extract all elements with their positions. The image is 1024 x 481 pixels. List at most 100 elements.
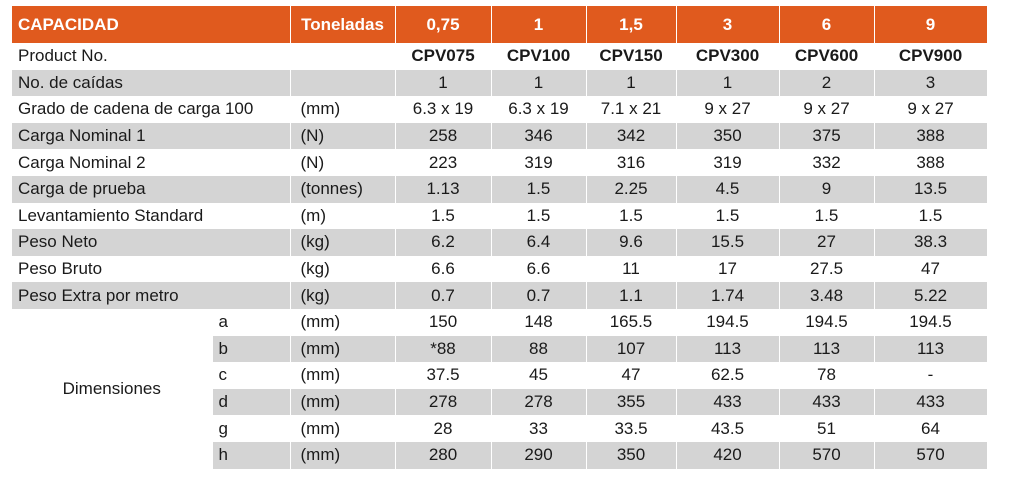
cell-value: 7.1 x 21 bbox=[586, 96, 677, 123]
row-unit: (m) bbox=[290, 202, 396, 230]
table-row: Peso Extra por metro (kg) 0.7 0.7 1.1 1.74 3.4… bbox=[12, 282, 988, 309]
cell-value: 3 bbox=[874, 69, 988, 97]
dimension-key: b bbox=[212, 335, 291, 363]
cell-value: 113 bbox=[874, 335, 988, 363]
capacity-column-header: 9 bbox=[874, 6, 988, 43]
cell-value: 194.5 bbox=[779, 308, 875, 336]
table-row: No. de caídas 1 1 1 1 2 3 bbox=[12, 69, 988, 97]
dimension-row: c (mm) 37.5 45 47 62.5 78- bbox=[12, 362, 988, 389]
cell-value: 47 bbox=[874, 255, 988, 283]
dimension-key: a bbox=[212, 308, 291, 336]
cell-value: 319 bbox=[491, 149, 587, 176]
row-unit bbox=[290, 69, 396, 97]
cell-value: 1 bbox=[395, 69, 492, 97]
cell-value: 316 bbox=[586, 149, 677, 176]
cell-value: 47 bbox=[586, 362, 677, 389]
row-label: Product No. bbox=[12, 43, 291, 70]
cell-value: 1.1 bbox=[586, 282, 677, 309]
cell-value: 38.3 bbox=[874, 229, 988, 256]
row-label: Peso Bruto bbox=[12, 255, 291, 283]
cell-value: CPV900 bbox=[874, 43, 988, 70]
row-unit: (mm) bbox=[290, 362, 396, 389]
cell-value: 27 bbox=[779, 229, 875, 256]
capacity-column-header: 1,5 bbox=[586, 6, 677, 43]
cell-value: 6.2 bbox=[395, 229, 492, 256]
cell-value: 9 x 27 bbox=[779, 96, 875, 123]
cell-value: 1.5 bbox=[676, 202, 780, 230]
row-unit: (mm) bbox=[290, 441, 396, 469]
row-label: Carga de prueba bbox=[12, 175, 291, 203]
cell-value: 375 bbox=[779, 122, 875, 150]
cell-value: 1.5 bbox=[491, 175, 587, 203]
cell-value: 64 bbox=[874, 415, 988, 442]
capacity-header: CAPACIDAD bbox=[12, 6, 291, 43]
dimension-row: b (mm) *88 88 107 113 113 113 bbox=[12, 335, 988, 363]
cell-value: 113 bbox=[779, 335, 875, 363]
cell-value: CPV600 bbox=[779, 43, 875, 70]
cell-value: 150 bbox=[395, 308, 492, 336]
cell-value: 33.5 bbox=[586, 415, 677, 442]
table-row: Carga de prueba (tonnes) 1.13 1.5 2.25 4.5 9 13… bbox=[12, 175, 988, 203]
row-unit bbox=[290, 43, 396, 70]
cell-value: 1.13 bbox=[395, 175, 492, 203]
cell-value: 194.5 bbox=[676, 308, 780, 336]
capacity-column-header: 0,75 bbox=[395, 6, 492, 43]
cell-value: 5.22 bbox=[874, 282, 988, 309]
cell-value: 13.5 bbox=[874, 175, 988, 203]
cell-value: 1.5 bbox=[779, 202, 875, 230]
cell-value: 45 bbox=[491, 362, 587, 389]
cell-value: 570 bbox=[779, 441, 875, 469]
cell-value: 43.5 bbox=[676, 415, 780, 442]
cell-value: 319 bbox=[676, 149, 780, 176]
dimension-row: g (mm) 28 33 33.5 43.5 51 64 bbox=[12, 415, 988, 442]
cell-value: 9.6 bbox=[586, 229, 677, 256]
cell-value: 1.5 bbox=[491, 202, 587, 230]
cell-value: 9 x 27 bbox=[874, 96, 988, 123]
cell-value: 9 bbox=[779, 175, 875, 203]
cell-value: 290 bbox=[491, 441, 587, 469]
row-label: Carga Nominal 2 bbox=[12, 149, 291, 176]
cell-value: 33 bbox=[491, 415, 587, 442]
cell-value: 346 bbox=[491, 122, 587, 150]
cell-value: - bbox=[874, 362, 988, 389]
tonnage-header: Toneladas bbox=[290, 6, 396, 43]
row-unit: (mm) bbox=[290, 335, 396, 363]
row-label: Carga Nominal 1 bbox=[12, 122, 291, 150]
table-row: Grado de cadena de carga 100 (mm) 6.3 x 19… bbox=[12, 96, 988, 123]
cell-value: 28 bbox=[395, 415, 492, 442]
cell-value: 258 bbox=[395, 122, 492, 150]
cell-value: 1 bbox=[676, 69, 780, 97]
cell-value: 342 bbox=[586, 122, 677, 150]
row-unit: (mm) bbox=[290, 388, 396, 416]
cell-value: 9 x 27 bbox=[676, 96, 780, 123]
row-label: Levantamiento Standard bbox=[12, 202, 291, 230]
cell-value: 278 bbox=[395, 388, 492, 416]
row-label: Peso Extra por metro bbox=[12, 282, 291, 309]
cell-value: 0.7 bbox=[395, 282, 492, 309]
dimensions-group-label: Dimensiones bbox=[12, 308, 213, 469]
table-row: Levantamiento Standard (m) 1.5 1.5 1.5 1.5 1.5… bbox=[12, 202, 988, 230]
cell-value: 350 bbox=[676, 122, 780, 150]
row-unit: (mm) bbox=[290, 415, 396, 442]
cell-value: 165.5 bbox=[586, 308, 677, 336]
cell-value: 78 bbox=[779, 362, 875, 389]
cell-value: 1.5 bbox=[395, 202, 492, 230]
cell-value: 3.48 bbox=[779, 282, 875, 309]
cell-value: CPV150 bbox=[586, 43, 677, 70]
dimension-row: d (mm) 278 278 355 433 433 433 bbox=[12, 388, 988, 416]
dimension-row: Dimensiones a (mm) 150 148 165.5 194.5 194.5 194… bbox=[12, 308, 988, 469]
cell-value: 15.5 bbox=[676, 229, 780, 256]
cell-value: 1.5 bbox=[586, 202, 677, 230]
row-unit: (mm) bbox=[290, 96, 396, 123]
cell-value: 6.6 bbox=[395, 255, 492, 283]
cell-value: 51 bbox=[779, 415, 875, 442]
cell-value: 1.74 bbox=[676, 282, 780, 309]
cell-value: 27.5 bbox=[779, 255, 875, 283]
cell-value: 570 bbox=[874, 441, 988, 469]
table-row: Peso Neto (kg) 6.2 6.4 9.6 15.5 27 38.3 bbox=[12, 229, 988, 256]
cell-value: 62.5 bbox=[676, 362, 780, 389]
row-unit: (N) bbox=[290, 122, 396, 150]
cell-value: 113 bbox=[676, 335, 780, 363]
cell-value: 37.5 bbox=[395, 362, 492, 389]
cell-value: 332 bbox=[779, 149, 875, 176]
